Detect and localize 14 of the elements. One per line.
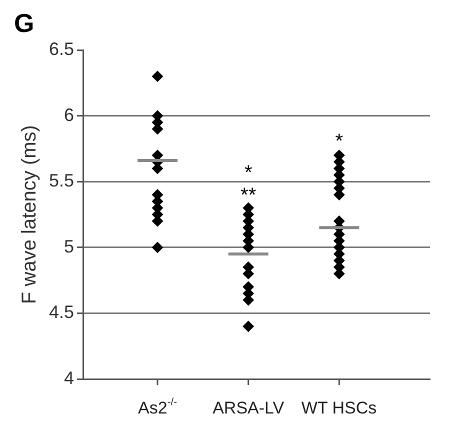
y-tick-label: 6 [64,104,74,125]
x-tick-label: WT HSCs [301,398,377,418]
y-tick-label: 5 [64,236,74,256]
y-tick-label: 6.5 [48,38,74,59]
y-tick-label: 4.5 [48,302,74,322]
chart-title: G [14,8,34,39]
x-tick-label: ARSA-LV [212,398,285,418]
y-tick-label: 4 [64,368,74,388]
annotation: ** [240,184,256,206]
annotation: * [244,162,252,184]
y-tick-label: 5.5 [48,170,74,191]
x-tick-label: As2-/- [138,397,177,418]
annotation: * [335,130,344,152]
y-axis-title: F wave latency (ms) [18,125,41,304]
